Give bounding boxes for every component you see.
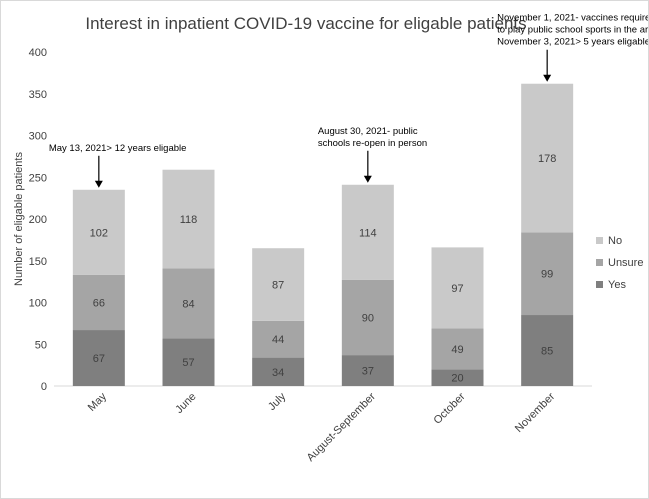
annotations-layer: May 13, 2021> 12 years eligable August 30… (49, 13, 648, 188)
bar-segment-no (72, 189, 125, 275)
bar-segment-yes (72, 330, 125, 386)
data-label-no: 97 (451, 283, 463, 295)
bar-segment-no (431, 247, 484, 329)
data-label-unsure: 90 (362, 313, 374, 325)
data-label-yes: 37 (362, 366, 374, 378)
legend-swatch-unsure (596, 259, 603, 266)
x-tick-label: June (173, 391, 198, 416)
annotation-text: to play public school sports in the area (497, 25, 648, 36)
bar-segment-unsure (341, 279, 394, 356)
x-axis-tick-labels: May June July August-September October Novemb… (86, 390, 558, 464)
bars-layer: 67 66 102 57 84 118 34 44 87 37 90 114 20 49 97 85 99 178 (72, 83, 574, 386)
legend-label-yes: Yes (608, 279, 626, 291)
bar-segment-no (521, 83, 574, 233)
annotation-arrow-head (543, 74, 552, 82)
x-tick-label: November (513, 390, 558, 435)
bar-segment-unsure (252, 320, 305, 358)
data-label-no: 178 (538, 153, 556, 165)
y-tick-label: 350 (29, 89, 47, 101)
legend-label-unsure: Unsure (608, 257, 643, 269)
data-label-no: 87 (272, 280, 284, 292)
annotation-text: August 30, 2021- public (318, 126, 418, 137)
data-label-unsure: 84 (182, 298, 194, 310)
legend-label-no: No (608, 235, 622, 247)
x-tick-label: October (431, 390, 467, 426)
annotation-text: November 3, 2021> 5 years eligable (497, 37, 648, 48)
legend-swatch-no (596, 237, 603, 244)
y-tick-label: 200 (29, 214, 47, 226)
data-label-no: 114 (359, 227, 377, 239)
bar-segment-unsure (431, 328, 484, 370)
annotation-text: schools re-open in person (318, 138, 427, 149)
bar-segment-unsure (521, 232, 574, 316)
data-label-no: 102 (90, 227, 108, 239)
x-tick-label: August-September (305, 390, 379, 464)
bar-segment-no (341, 184, 394, 280)
data-label-yes: 67 (93, 353, 105, 365)
bar-segment-unsure (162, 268, 215, 339)
data-label-yes: 20 (451, 373, 463, 385)
y-tick-label: 0 (41, 381, 47, 393)
legend-swatch-yes (596, 281, 603, 288)
legend: No Unsure Yes (596, 235, 643, 291)
data-label-unsure: 49 (451, 344, 463, 356)
data-label-unsure: 99 (541, 269, 553, 281)
chart-title: Interest in inpatient COVID-19 vaccine f… (85, 14, 526, 33)
bar-segment-unsure (72, 274, 125, 331)
bar-segment-yes (521, 315, 574, 386)
bar-segment-yes (341, 355, 394, 386)
data-label-unsure: 44 (272, 334, 284, 346)
data-label-no: 118 (180, 214, 198, 226)
bar-segment-yes (431, 369, 484, 386)
x-tick-label: May (86, 390, 110, 414)
y-tick-label: 300 (29, 131, 47, 143)
data-label-yes: 34 (272, 367, 284, 379)
bar-segment-yes (162, 338, 215, 386)
data-label-unsure: 66 (93, 298, 105, 310)
y-axis-label: Number of eligable patients (13, 152, 25, 286)
bar-segment-no (252, 248, 305, 321)
y-tick-label: 400 (29, 47, 47, 59)
bar-segment-no (162, 169, 215, 269)
data-label-yes: 85 (541, 346, 553, 358)
data-label-yes: 57 (182, 357, 194, 369)
y-tick-label: 50 (35, 339, 47, 351)
bar-segment-yes (252, 357, 305, 386)
annotation-text: May 13, 2021> 12 years eligable (49, 143, 187, 154)
y-tick-label: 100 (29, 298, 47, 310)
y-tick-label: 250 (29, 172, 47, 184)
annotation-arrow-head (363, 175, 372, 183)
annotation-text: November 1, 2021- vaccines required (497, 13, 648, 24)
x-tick-label: July (266, 390, 289, 413)
y-axis: 0 50 100 150 200 250 300 350 400 (29, 47, 47, 393)
y-tick-label: 150 (29, 256, 47, 268)
annotation-arrow-head (94, 180, 103, 188)
